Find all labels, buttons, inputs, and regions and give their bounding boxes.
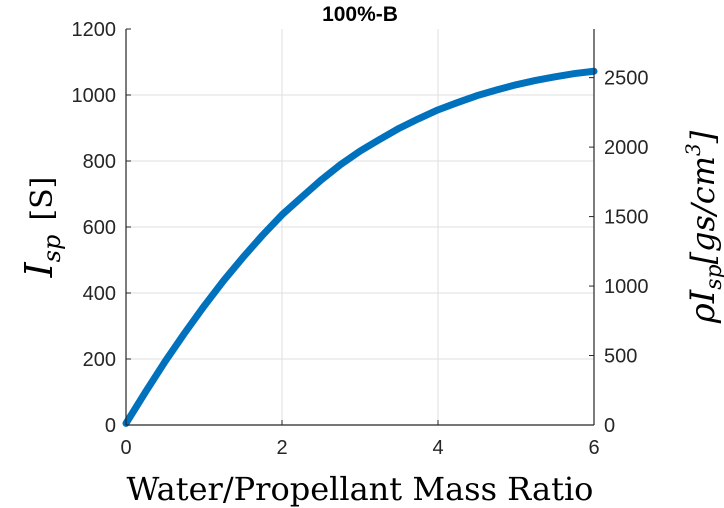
right-y-label-sub: sp: [702, 264, 724, 289]
right-y-label-main: I: [683, 289, 723, 304]
grid: [126, 29, 594, 425]
right-y-label-unit: [gs/cm: [684, 156, 722, 264]
left-y-tick-label: 200: [83, 349, 116, 371]
right-y-tick-label: 1500: [604, 207, 649, 229]
right-y-tick-label: 2000: [604, 137, 649, 159]
left-y-label-sub: sp: [38, 235, 66, 263]
x-tick-label: 4: [432, 437, 443, 459]
right-y-label-close: ]: [684, 130, 722, 144]
right-y-axis-label: ρIsp[gs/cm3]: [681, 130, 724, 324]
left-y-tick-label: 600: [83, 217, 116, 239]
left-y-tick-label: 0: [105, 415, 116, 437]
chart-title: 100%-B: [322, 3, 398, 26]
left-y-tick-label: 1200: [72, 19, 117, 41]
x-axis-label: Water/Propellant Mass Ratio: [127, 470, 594, 508]
right-y-label-rho: ρ: [683, 303, 723, 324]
left-y-tick-label: 1000: [72, 85, 117, 107]
x-tick-label: 6: [588, 437, 599, 459]
left-y-label-main: I: [17, 261, 61, 278]
left-y-tick-label: 400: [83, 283, 116, 305]
right-y-tick-label: 0: [604, 415, 615, 437]
right-y-tick-label: 500: [604, 346, 637, 368]
right-y-tick-label: 1000: [604, 276, 649, 298]
axes: [125, 28, 595, 426]
data-series: [122, 67, 598, 427]
isp-series-line: [122, 67, 598, 427]
left-y-label-unit: [S]: [25, 177, 60, 221]
right-y-label-exp: 3: [681, 143, 705, 156]
x-tick-label: 2: [276, 437, 287, 459]
tick-labels: 0 2 4 6020040060080010001200050010001500200…: [72, 19, 649, 459]
right-y-tick-label: 2500: [604, 68, 649, 90]
left-y-tick-label: 800: [83, 151, 116, 173]
left-y-axis-label: Isp [S]: [17, 177, 66, 279]
x-tick-label: 0: [120, 437, 131, 459]
